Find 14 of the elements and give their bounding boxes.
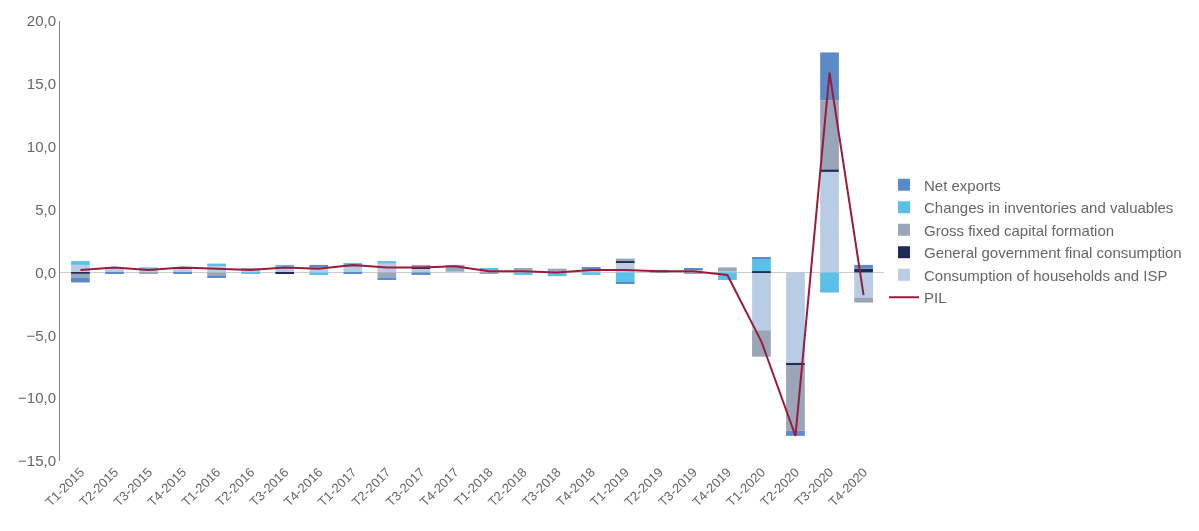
y-tick-label: 5,0 [35, 200, 56, 218]
legend-label: Changes in inventories and valuables [924, 199, 1174, 217]
legend-label: PIL [924, 289, 947, 307]
y-tick-label: 20,0 [26, 12, 56, 30]
y-tick-label: 15,0 [26, 75, 56, 93]
y-tick-label: 0,0 [35, 263, 56, 281]
legend-label: Gross fixed capital formation [924, 221, 1115, 239]
y-tick-label: 10,0 [26, 137, 56, 155]
legend-label: Consumption of households and ISP [924, 266, 1168, 284]
legend-label: General government final consumption [924, 244, 1182, 262]
y-tick-label: −10,0 [18, 389, 56, 407]
y-tick-label: −5,0 [26, 326, 56, 344]
legend-label: Net exports [924, 176, 1001, 194]
y-tick-label: −15,0 [18, 452, 56, 470]
